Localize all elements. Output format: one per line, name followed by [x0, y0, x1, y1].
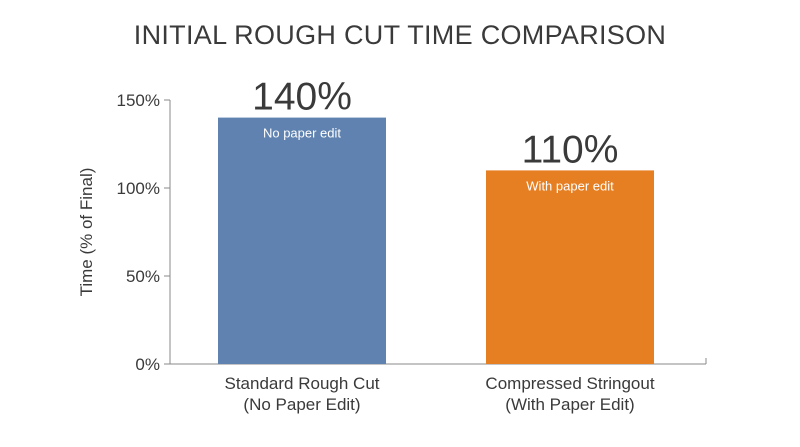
y-tick-label: 150% [117, 91, 160, 110]
x-tick-label: (No Paper Edit) [243, 395, 360, 414]
x-tick-label: (With Paper Edit) [505, 395, 634, 414]
x-tick-label: Standard Rough Cut [225, 374, 380, 393]
bar-value-label: 140% [252, 76, 352, 119]
bar [218, 117, 386, 364]
bar [486, 170, 654, 364]
bar-value-label: 110% [522, 128, 619, 171]
y-tick-label: 100% [117, 179, 160, 198]
chart-title: INITIAL ROUGH CUT TIME COMPARISON [133, 20, 667, 50]
bar-annotation: With paper edit [526, 178, 614, 193]
y-tick-label: 50% [126, 267, 160, 286]
y-tick-label: 0% [135, 355, 160, 374]
y-axis-title: Time (% of Final) [77, 168, 96, 297]
x-tick-label: Compressed Stringout [485, 374, 654, 393]
bar-annotation: No paper edit [263, 126, 341, 141]
